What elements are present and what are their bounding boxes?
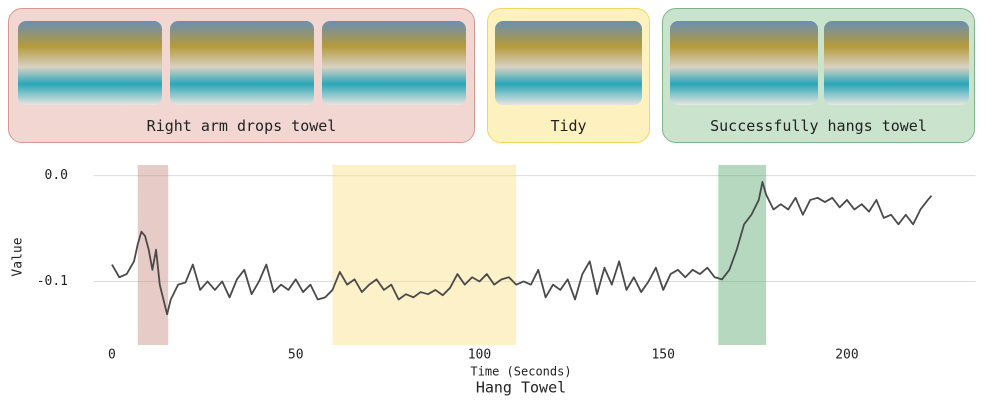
chart-title: Hang Towel (476, 379, 566, 397)
caption: Successfully hangs towel (710, 117, 927, 135)
panel: Right arm drops towel (8, 8, 475, 143)
caption: Right arm drops towel (146, 117, 337, 135)
x-tick-label: 0 (108, 348, 116, 363)
y-tick-label: 0.0 (45, 168, 68, 183)
highlight-region (137, 165, 169, 345)
caption: Tidy (550, 117, 587, 135)
highlight-region (718, 165, 767, 345)
photo (322, 21, 466, 105)
panel: Successfully hangs towel (662, 8, 975, 143)
photo (670, 21, 818, 105)
x-tick-label: 200 (835, 348, 858, 363)
data-line (111, 181, 933, 316)
panel: Tidy (487, 8, 650, 143)
photo (824, 21, 969, 105)
x-tick-label: 50 (288, 348, 304, 363)
x-tick-label: 100 (468, 348, 491, 363)
y-axis-label: Value (11, 237, 26, 276)
x-axis-label: Time (Seconds) (470, 365, 571, 379)
photo (18, 21, 162, 105)
photo (170, 21, 314, 105)
y-tick-label: -0.1 (37, 274, 68, 289)
highlight-region (332, 165, 517, 345)
photo (495, 21, 642, 105)
chart: Time (Seconds) Hang Towel Value 0.0 -0.1 0… (11, 165, 976, 397)
x-tick-label: 150 (651, 348, 674, 363)
